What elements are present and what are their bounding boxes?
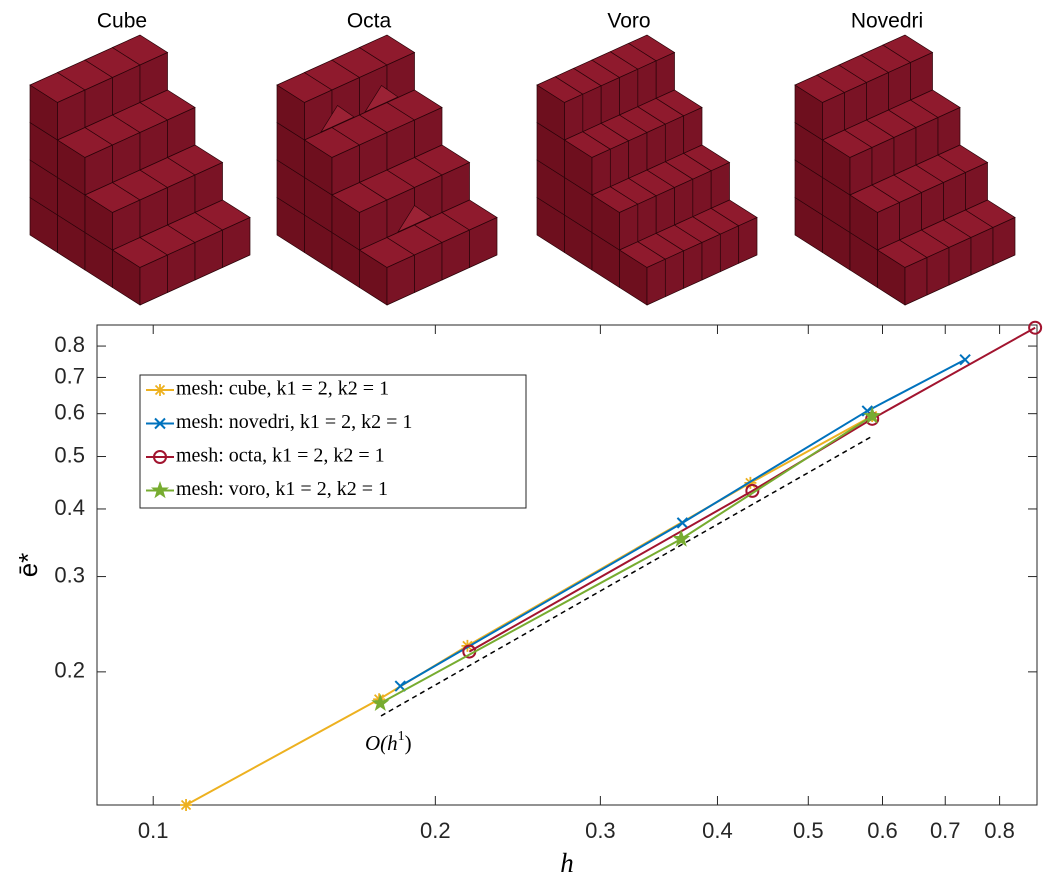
x-tick-label: 0.1 [138, 818, 169, 843]
marker [373, 695, 388, 709]
legend-label: mesh: novedri, k1 = 2, k2 = 1 [176, 411, 412, 433]
mesh-cell [702, 234, 720, 280]
marker [154, 384, 166, 396]
mesh-cell [739, 218, 757, 264]
page: {"panels": ["Cube", "Octa", "Voro", "Nov… [0, 0, 1049, 884]
marker [960, 355, 970, 365]
annotation-text: O(h [365, 731, 398, 755]
x-tick-label: 0.2 [420, 818, 451, 843]
x-tick-label: 0.7 [930, 818, 961, 843]
x-axis-label: h [560, 848, 574, 878]
legend-label: mesh: voro, k1 = 2, k2 = 1 [176, 478, 388, 500]
mesh-cell [720, 226, 738, 272]
mesh-render [277, 35, 497, 305]
figure: CubeOctaVoroNovedri 0.10.20.30.40.50.60.… [0, 0, 1049, 884]
x-tick-label: 0.5 [793, 818, 824, 843]
x-tick-label: 0.3 [585, 818, 616, 843]
y-tick-label: 0.7 [54, 363, 85, 388]
y-tick-label: 0.8 [54, 332, 85, 357]
legend-label: mesh: octa, k1 = 2, k2 = 1 [176, 445, 385, 467]
x-tick-label: 0.4 [702, 818, 733, 843]
series-line [469, 328, 1035, 652]
y-tick-label: 0.6 [54, 399, 85, 424]
y-tick-label: 0.4 [54, 495, 85, 520]
x-tick-label: 0.6 [867, 818, 898, 843]
mesh-render [537, 35, 757, 305]
y-tick-label: 0.5 [54, 442, 85, 467]
annotation-suffix: ) [405, 731, 412, 755]
y-tick-label: 0.3 [54, 562, 85, 587]
mesh-cell [684, 243, 702, 289]
mesh-render [30, 35, 250, 305]
panel-title: Novedri [851, 10, 923, 33]
legend-label: mesh: cube, k1 = 2, k2 = 1 [176, 378, 389, 400]
y-tick-label: 0.2 [54, 658, 85, 683]
y-axis-label: ē* [13, 553, 43, 578]
mesh-render [795, 35, 1015, 305]
annotation-superscript: 1 [398, 729, 405, 744]
panel-title: Voro [607, 10, 650, 33]
marker [180, 799, 192, 811]
plot: 0.1 0.2 0.3 0.4 0.5 0.6 0.7 0.8 0.2 0.3 0.4 0.5 0.6 0… [13, 322, 1041, 879]
mesh-cell [647, 259, 665, 305]
reference-annotation: O(h1) [365, 729, 412, 755]
panel-title: Octa [347, 10, 392, 33]
x-tick-label: 0.8 [984, 818, 1015, 843]
panel-title: Cube [97, 10, 147, 33]
mesh-panels: Cube Octa Voro Novedri [30, 10, 1015, 305]
mesh-cell [665, 251, 683, 297]
